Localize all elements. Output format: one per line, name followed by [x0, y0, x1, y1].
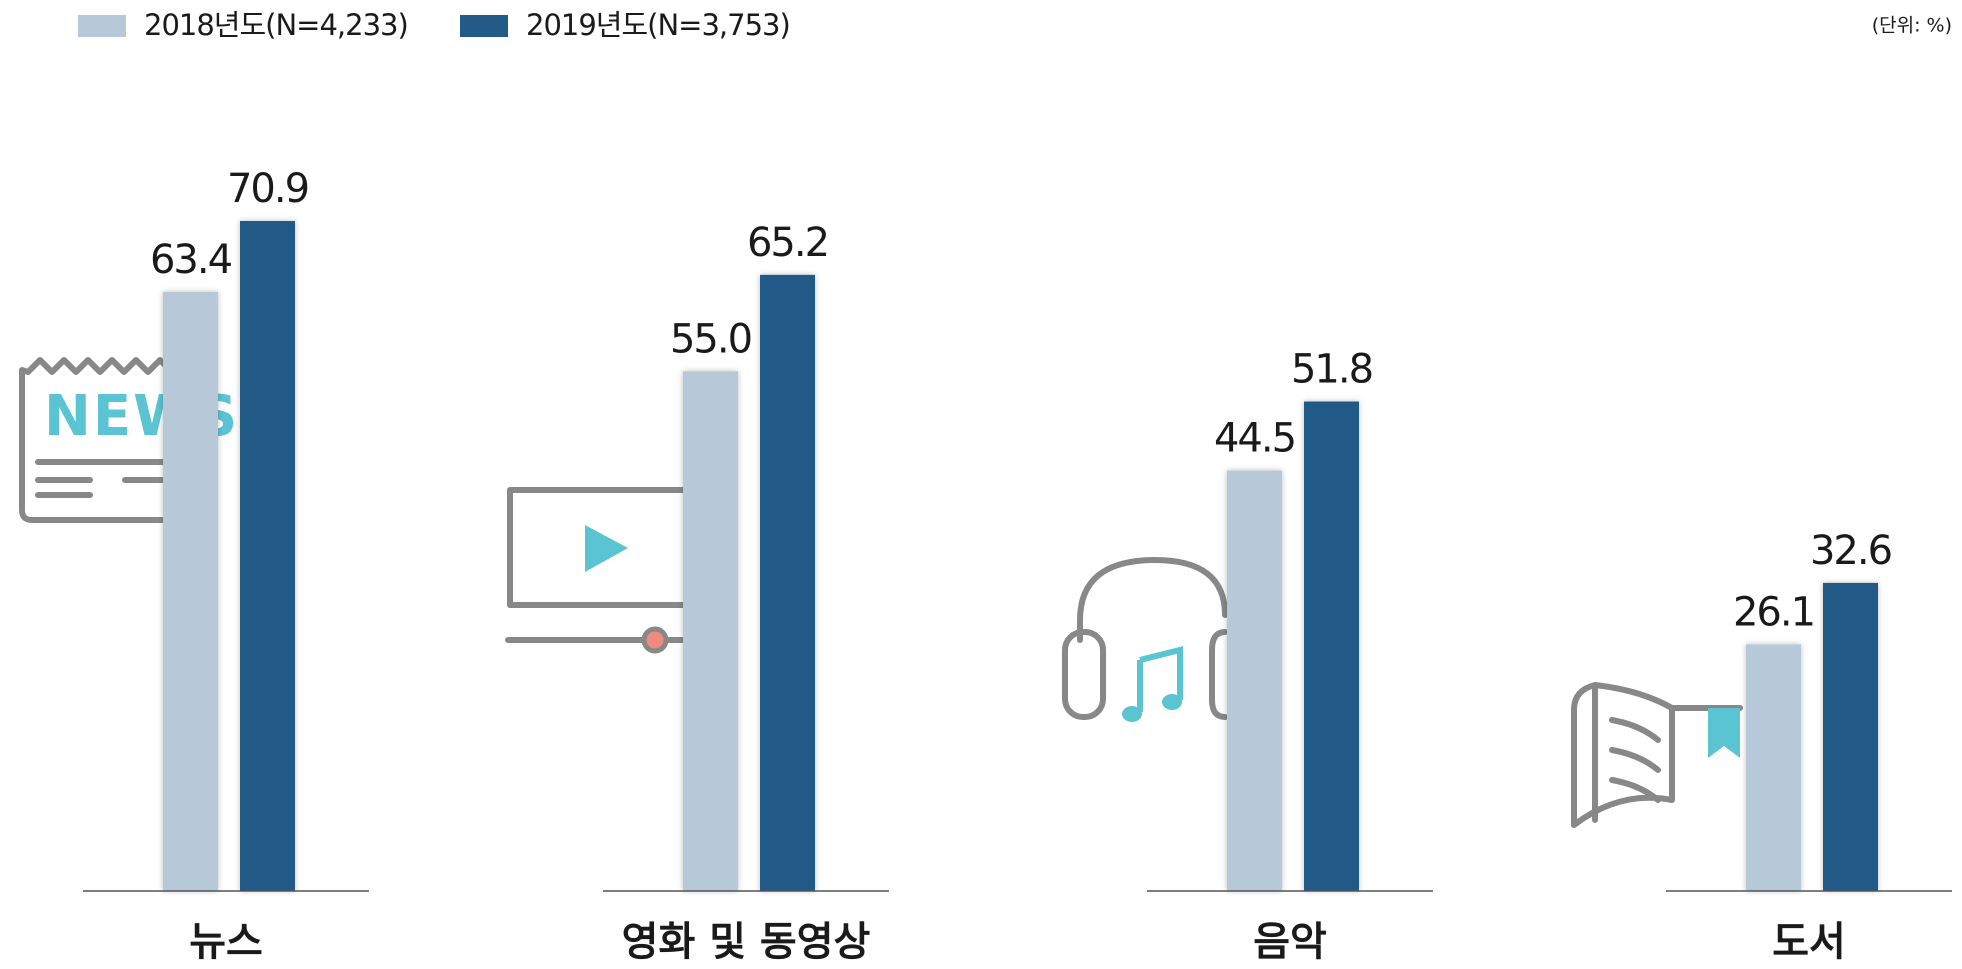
value-label: 63.4: [150, 237, 232, 283]
legend-label: 2019년도(N=3,753): [526, 8, 790, 42]
bar: [1823, 582, 1878, 891]
value-label: 32.6: [1810, 528, 1891, 574]
legend-swatch: [460, 15, 508, 37]
value-label: 44.5: [1214, 415, 1295, 461]
category-label: 도서: [1772, 919, 1846, 965]
bar: [240, 220, 295, 891]
bar: [1304, 401, 1359, 891]
value-label: 55.0: [670, 316, 751, 362]
category-label: 뉴스: [189, 919, 263, 965]
video-icon: [505, 487, 693, 654]
bar: [163, 291, 218, 891]
bar: [683, 371, 738, 891]
value-label: 51.8: [1291, 346, 1372, 392]
bar: [760, 274, 815, 891]
bar: [1227, 470, 1282, 891]
book-icon: [1571, 682, 1743, 828]
music-icon: [1062, 557, 1228, 722]
bar: [1746, 644, 1801, 891]
value-label: 70.9: [227, 166, 308, 212]
value-label: 26.1: [1733, 589, 1814, 635]
value-label: 65.2: [747, 220, 828, 266]
category-label: 영화 및 동영상: [622, 919, 871, 965]
legend-label: 2018년도(N=4,233): [144, 8, 408, 42]
category-label: 음악: [1253, 919, 1327, 965]
unit-note: (단위: %): [1872, 15, 1952, 37]
legend-swatch: [78, 15, 126, 37]
